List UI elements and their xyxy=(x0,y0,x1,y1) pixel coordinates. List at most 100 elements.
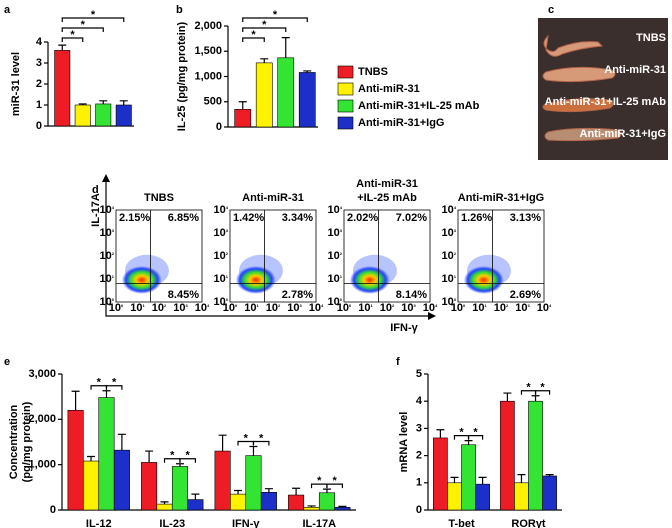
tick-exponent: 4 xyxy=(321,303,324,308)
x-tick-label: T-bet xyxy=(448,518,475,528)
y-tick-label: 2 xyxy=(36,78,42,90)
tick-base: 10 xyxy=(109,302,121,314)
y-tick-label: 100 xyxy=(328,296,343,308)
significance-label: * xyxy=(97,377,102,389)
y-tick-label: 3 xyxy=(416,422,422,434)
tick-exponent: 2 xyxy=(506,303,509,308)
tick-exponent: 4 xyxy=(435,303,438,308)
tick-exponent: 3 xyxy=(454,228,457,233)
error-bar xyxy=(503,392,512,402)
bar xyxy=(74,104,91,127)
quadrant-percent: 8.14% xyxy=(396,289,427,301)
error-bar xyxy=(307,505,316,508)
quadrant-percent: 3.13% xyxy=(510,212,541,224)
y-tick-label: 103 xyxy=(100,227,115,239)
significance-bracket xyxy=(534,390,551,395)
error-bar xyxy=(322,488,331,493)
tick-exponent: 4 xyxy=(226,205,229,210)
x-tick-label: 101 xyxy=(358,302,373,314)
panel-label: b xyxy=(176,4,183,16)
x-tick-label: 100 xyxy=(109,302,124,314)
bar xyxy=(461,444,476,511)
bar xyxy=(67,409,84,511)
y-tick-label: 0 xyxy=(416,504,422,516)
significance-label: * xyxy=(540,382,545,394)
bar xyxy=(113,449,130,511)
significance-label: * xyxy=(91,9,96,21)
bar xyxy=(54,50,71,127)
y-tick-label: 1,000 xyxy=(28,459,56,471)
bar xyxy=(303,506,320,511)
tick-exponent: 2 xyxy=(392,303,395,308)
error-bar xyxy=(145,450,154,463)
tick-base: 10 xyxy=(100,227,112,239)
tick-base: 10 xyxy=(214,296,226,308)
plot-title: +IL-25 mAb xyxy=(357,192,417,204)
error-bar xyxy=(464,440,473,445)
x-tick-label: 104 xyxy=(309,302,324,314)
tick-exponent: 4 xyxy=(112,205,115,210)
error-bar xyxy=(249,445,258,456)
significance-label: * xyxy=(262,19,267,31)
tick-base: 10 xyxy=(442,250,454,262)
y-tick-label: 4 xyxy=(416,395,423,407)
legend-label: Anti-miR-31+IgG xyxy=(358,117,444,129)
tick-base: 10 xyxy=(494,302,506,314)
quadrant-percent: 2.78% xyxy=(282,289,313,301)
tick-exponent: 4 xyxy=(549,303,552,308)
quadrant-percent: 1.42% xyxy=(233,212,264,224)
quadrant-percent: 2.15% xyxy=(119,212,150,224)
tick-base: 10 xyxy=(130,302,142,314)
x-tick-label: 102 xyxy=(380,302,395,314)
tick-exponent: 3 xyxy=(112,228,115,233)
significance-label: * xyxy=(70,29,75,41)
x-tick-label: 100 xyxy=(451,302,466,314)
bar xyxy=(83,460,100,511)
y-tick-label: 101 xyxy=(328,273,343,285)
error-bar xyxy=(517,474,526,483)
significance-label: * xyxy=(459,427,464,439)
tick-exponent: 2 xyxy=(112,251,115,256)
y-tick-label: 104 xyxy=(214,204,229,216)
bar xyxy=(234,109,252,128)
plot-frame xyxy=(229,209,317,303)
tick-base: 10 xyxy=(214,204,226,216)
tick-base: 10 xyxy=(537,302,549,314)
y-tick-label: 5 xyxy=(416,368,422,380)
y-tick-label: 101 xyxy=(100,273,115,285)
tick-exponent: 3 xyxy=(528,303,531,308)
panel-label: c xyxy=(548,4,554,16)
tick-base: 10 xyxy=(401,302,413,314)
bar xyxy=(156,503,173,511)
tick-base: 10 xyxy=(100,273,112,285)
quadrant-percent: 2.02% xyxy=(347,212,378,224)
tick-exponent: 2 xyxy=(226,251,229,256)
y-tick-label: 1 xyxy=(416,477,422,489)
error-bar xyxy=(450,476,459,483)
tick-exponent: 1 xyxy=(143,303,146,308)
error-bar xyxy=(238,101,247,110)
tick-base: 10 xyxy=(442,273,454,285)
bar xyxy=(433,437,448,511)
error-bar xyxy=(531,395,540,402)
x-tick-label: IL-23 xyxy=(159,518,185,528)
bar xyxy=(255,62,273,128)
y-tick-label: 100 xyxy=(214,296,229,308)
tick-base: 10 xyxy=(423,302,435,314)
tick-exponent: 1 xyxy=(485,303,488,308)
error-bar xyxy=(338,505,347,508)
tick-base: 10 xyxy=(442,204,454,216)
significance-label: * xyxy=(333,475,338,487)
tick-exponent: 0 xyxy=(454,297,457,302)
quadrant-percent: 3.34% xyxy=(282,212,313,224)
tick-base: 10 xyxy=(266,302,278,314)
tick-base: 10 xyxy=(328,296,340,308)
tick-base: 10 xyxy=(328,273,340,285)
tick-base: 10 xyxy=(515,302,527,314)
y-tick-label: 2,000 xyxy=(194,20,222,32)
legend-swatch xyxy=(337,65,354,79)
error-bar xyxy=(191,493,200,500)
bar xyxy=(288,494,305,511)
bar xyxy=(95,103,112,127)
significance-label: * xyxy=(244,432,249,444)
